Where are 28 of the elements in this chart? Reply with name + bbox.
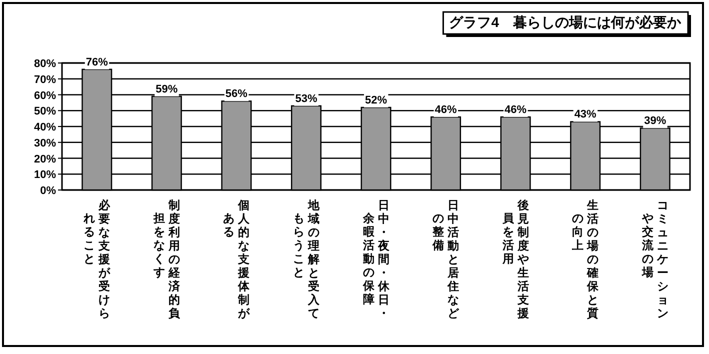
y-tick-label: 40% — [34, 122, 56, 134]
y-tick-label: 10% — [34, 169, 56, 182]
category-label: 個人的な支援体制がある — [223, 200, 250, 320]
y-tick-label: 60% — [34, 90, 56, 102]
data-label: 52% — [364, 94, 388, 106]
category-label: 生活の場の確保と質の向上 — [572, 200, 600, 320]
y-tick-label: 20% — [34, 153, 56, 166]
category-label: コミュニケーションや交流の場 — [642, 200, 669, 320]
y-tick-label: 30% — [34, 137, 56, 150]
data-label: 43% — [574, 108, 597, 121]
data-label: 59% — [156, 83, 178, 96]
data-label: 46% — [434, 104, 457, 116]
data-label: 46% — [504, 104, 527, 116]
y-tick-label: 0% — [40, 185, 56, 197]
y-tick-label: 80% — [34, 58, 56, 70]
category-label: 必要な支援が受けられること — [84, 200, 111, 320]
data-label: 76% — [86, 56, 108, 68]
category-label: 日中・夜間・休日・余暇活動の保障 — [362, 200, 390, 320]
y-tick-label: 70% — [34, 74, 56, 86]
chart-title: グラフ4 暮らしの場には何が必要か — [449, 14, 682, 30]
data-label: 56% — [225, 88, 248, 100]
data-label: 39% — [644, 115, 666, 128]
data-label: 53% — [295, 92, 318, 105]
category-label: 地域の理解と受入てもらうこと — [293, 200, 320, 320]
category-label: 日中活動と居住などの整備 — [432, 200, 460, 320]
category-label: 制度利用の経済的負担をなくす — [153, 200, 180, 320]
category-label: 後見制度や生活支援員を活用 — [502, 200, 530, 320]
y-tick-label: 50% — [34, 106, 56, 118]
